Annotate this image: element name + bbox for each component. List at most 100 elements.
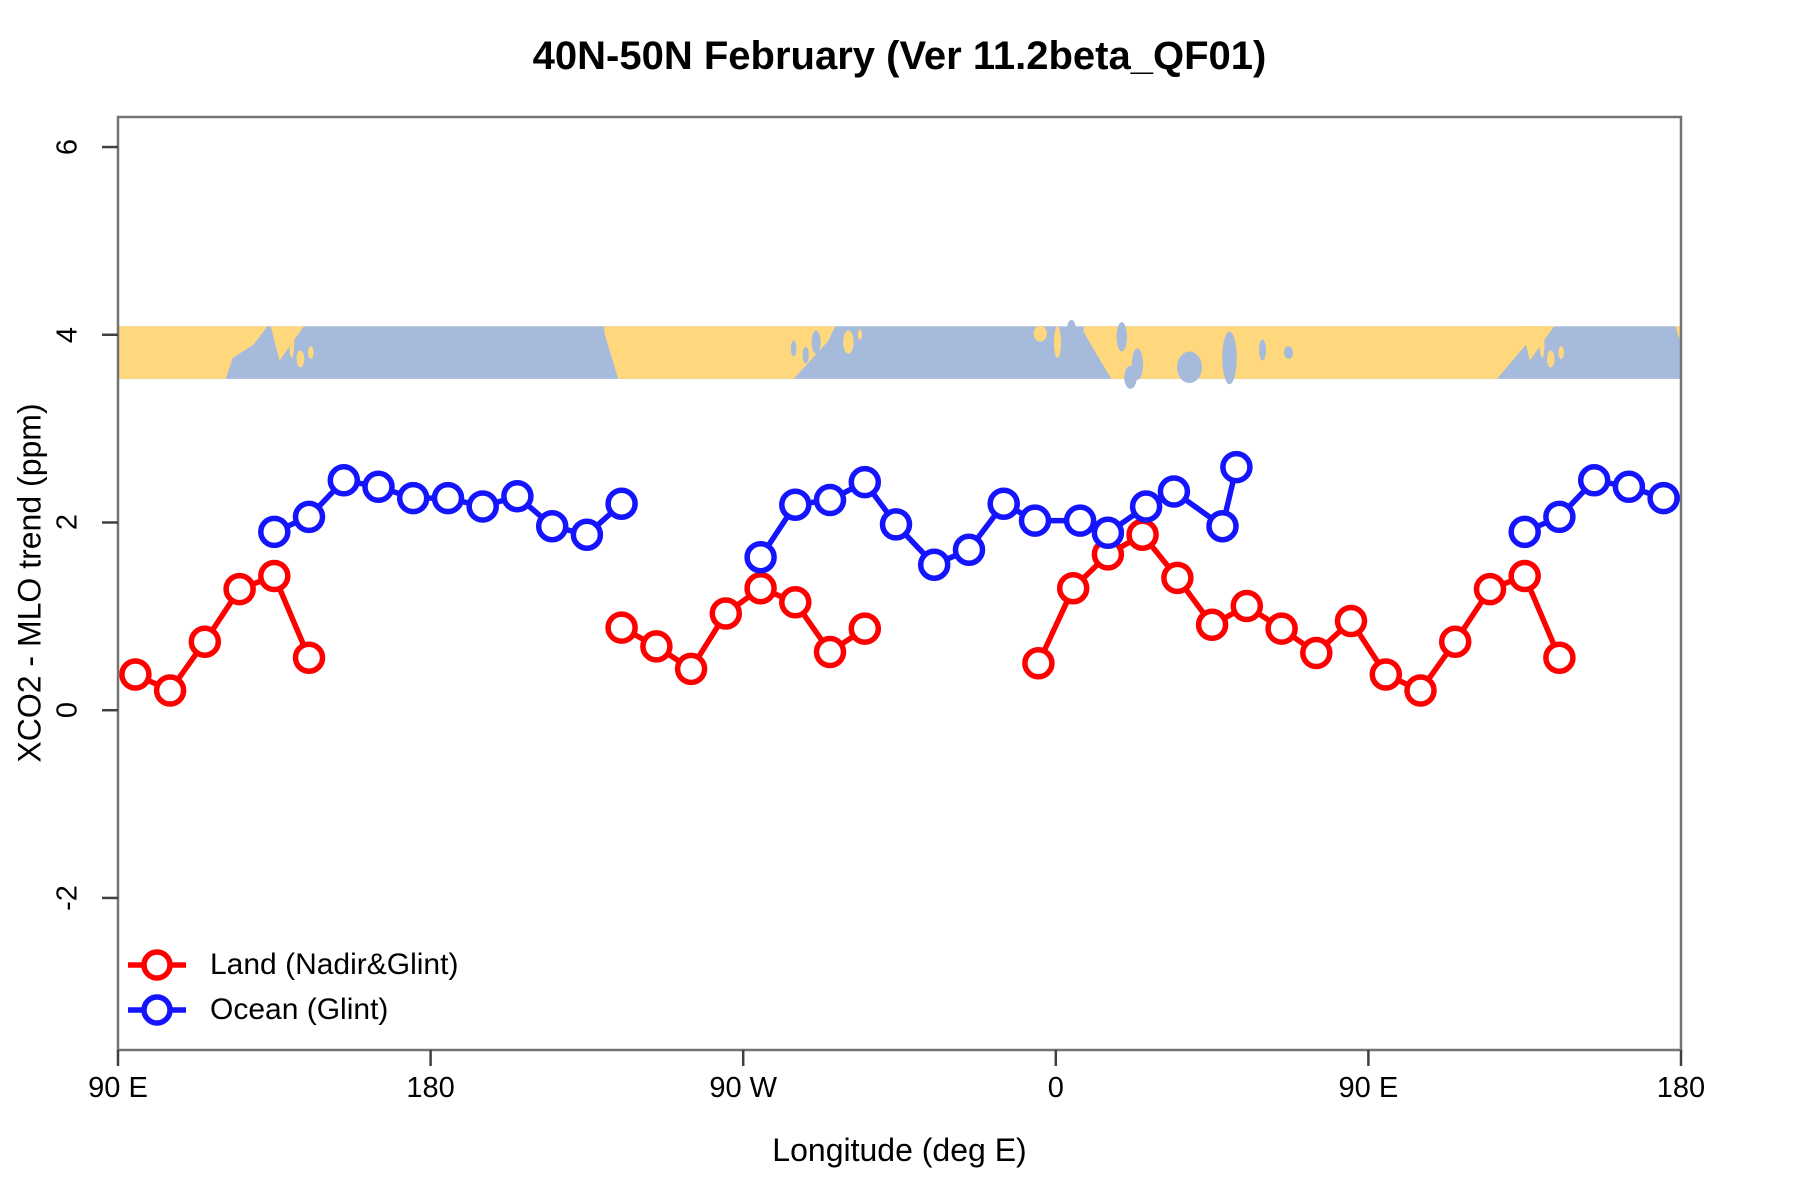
data-point-marker — [188, 625, 222, 658]
data-point-marker — [327, 464, 361, 497]
data-point-marker — [879, 508, 913, 541]
y-tick-label: 2 — [51, 514, 84, 531]
data-point-marker — [466, 490, 499, 523]
data-point-marker — [1157, 475, 1191, 508]
data-point-marker — [1022, 647, 1055, 680]
data-point-marker — [1091, 516, 1125, 550]
x-tick-label: 90 E — [88, 1072, 148, 1104]
y-tick-label: 4 — [51, 326, 84, 343]
series-ocean — [258, 450, 1681, 581]
data-point-marker — [848, 465, 882, 499]
ocean-series-marker-icon — [128, 993, 186, 1026]
legend-label-land: Land (Nadir&Glint) — [210, 947, 459, 981]
data-point-marker — [1161, 561, 1194, 595]
map-asia-west — [118, 326, 268, 379]
data-point-marker — [744, 540, 777, 574]
series-line — [1035, 531, 1563, 694]
map-bay-notch — [1066, 320, 1076, 339]
x-tick-label: 90 E — [1338, 1072, 1399, 1104]
legend-item-land: Land (Nadir&Glint) — [126, 942, 458, 987]
plot-area — [118, 320, 1681, 707]
data-point-marker — [1129, 490, 1163, 523]
map-balkhash — [1284, 346, 1293, 359]
map-kamchatka — [270, 326, 304, 361]
data-point-marker — [1265, 612, 1298, 645]
x-tick-label: 180 — [406, 1072, 455, 1104]
data-point-marker — [1369, 658, 1403, 691]
data-point-marker — [605, 487, 638, 520]
data-point-marker — [848, 612, 882, 645]
data-point-marker — [1126, 518, 1159, 551]
data-point-marker — [1056, 571, 1090, 605]
data-point-marker — [119, 658, 152, 691]
data-point-marker — [605, 611, 638, 644]
map-newfoundland — [843, 330, 854, 354]
data-point-marker — [501, 479, 534, 513]
x-tick-label: 90 W — [709, 1072, 778, 1104]
data-point-marker — [223, 572, 256, 606]
map-islet — [857, 329, 863, 341]
map-honshu-2 — [1558, 346, 1564, 359]
plot-border — [116, 115, 1683, 1052]
data-point-marker — [1404, 674, 1437, 707]
legend: Land (Nadir&Glint) Ocean (Glint) — [126, 942, 458, 1032]
data-point-marker — [709, 597, 743, 630]
map-aral — [1259, 339, 1266, 361]
data-point-marker — [1206, 509, 1239, 543]
data-point-marker — [1612, 470, 1646, 504]
data-point-marker — [1300, 636, 1333, 670]
map-great-lakes-2 — [790, 340, 797, 357]
data-point-marker — [1220, 450, 1253, 484]
y-tick-label: 0 — [51, 702, 84, 719]
data-point-marker — [258, 559, 291, 593]
legend-label-ocean: Ocean (Glint) — [210, 992, 389, 1026]
data-point-marker — [813, 635, 847, 669]
map-north-america — [604, 326, 836, 379]
map-strip — [118, 320, 1681, 389]
data-point-marker — [917, 548, 951, 581]
map-caspian — [1222, 331, 1237, 385]
data-point-marker — [779, 488, 812, 521]
data-point-marker — [535, 509, 569, 543]
data-point-marker — [1647, 481, 1680, 515]
data-point-marker — [570, 518, 604, 551]
data-point-marker — [362, 470, 395, 504]
map-coastal-islet-2 — [1054, 326, 1061, 358]
x-axis-title: Longitude (deg E) — [772, 1132, 1027, 1168]
data-point-marker — [292, 500, 326, 534]
map-baltic — [1116, 322, 1128, 352]
data-point-marker — [813, 483, 847, 517]
map-great-lakes-1 — [802, 346, 809, 364]
y-axis-title: XCO2 - MLO trend (ppm) — [11, 403, 48, 763]
map-kamchatka-2 — [1521, 326, 1555, 361]
map-sakhalin-2 — [1539, 328, 1545, 358]
data-point-marker — [674, 652, 708, 686]
data-point-marker — [1018, 504, 1052, 537]
map-tyrrhenian — [1124, 365, 1137, 389]
y-tick-label: -2 — [51, 885, 84, 911]
map-hokkaido-2 — [1547, 350, 1555, 368]
map-sakhalin — [289, 328, 295, 358]
data-point-marker — [396, 481, 430, 515]
data-point-marker — [1543, 500, 1576, 534]
data-point-marker — [1063, 504, 1097, 537]
data-point-marker — [744, 571, 777, 605]
map-europe-asia — [1083, 326, 1541, 379]
data-point-marker — [1543, 641, 1576, 674]
data-point-marker — [1473, 572, 1507, 606]
chart-title: 40N-50N February (Ver 11.2beta_QF01) — [532, 34, 1267, 78]
data-point-marker — [1508, 559, 1541, 593]
data-point-marker — [987, 487, 1020, 520]
data-point-marker — [1195, 608, 1229, 642]
map-coastal-islet-1 — [1033, 325, 1047, 342]
data-point-marker — [779, 586, 812, 619]
data-point-marker — [1508, 515, 1541, 549]
map-hokkaido — [296, 350, 305, 368]
data-point-marker — [1438, 625, 1472, 658]
data-point-marker — [640, 630, 673, 663]
data-point-marker — [1577, 464, 1611, 497]
y-tick-label: 6 — [51, 138, 84, 156]
x-tick-label: 180 — [1656, 1072, 1706, 1104]
